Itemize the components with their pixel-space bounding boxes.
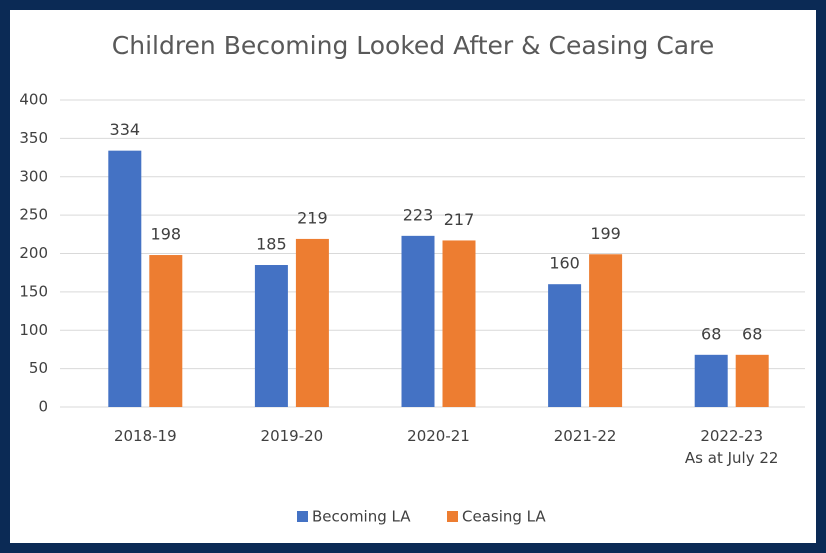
y-tick-label: 400 <box>19 91 48 109</box>
y-tick-label: 200 <box>19 244 48 262</box>
bar <box>735 354 769 407</box>
bar <box>548 284 582 407</box>
x-tick-label: 2021-22 <box>553 427 617 445</box>
legend-label: Ceasing LA <box>462 508 546 526</box>
bar <box>401 235 435 407</box>
y-tick-label: 150 <box>19 282 48 300</box>
y-tick-label: 250 <box>19 206 48 224</box>
legend-label: Becoming LA <box>312 508 411 526</box>
y-tick-label: 50 <box>29 359 48 377</box>
bar <box>589 254 623 407</box>
data-label: 185 <box>256 235 287 254</box>
x-tick-label: 2020-21 <box>407 427 470 445</box>
y-tick-label: 0 <box>38 398 48 416</box>
y-tick-label: 100 <box>19 321 48 339</box>
x-tick-label: 2019-20 <box>260 427 324 445</box>
data-label: 219 <box>297 208 328 227</box>
bar <box>295 238 329 407</box>
bar <box>149 255 183 407</box>
data-label: 217 <box>444 210 475 229</box>
data-label: 199 <box>590 224 621 243</box>
chart-title: Children Becoming Looked After & Ceasing… <box>112 31 714 60</box>
x-tick-label: 2022-23 As at July 22 <box>684 427 779 467</box>
bar <box>108 150 142 407</box>
x-tick-label: 2018-19 <box>113 427 177 445</box>
y-tick-label: 350 <box>19 129 48 147</box>
y-tick-label: 300 <box>19 167 48 185</box>
legend-swatch <box>447 511 458 522</box>
data-label: 68 <box>742 324 762 343</box>
data-label: 223 <box>403 205 434 224</box>
data-label: 68 <box>701 324 721 343</box>
data-label: 334 <box>110 120 141 139</box>
data-label: 160 <box>549 254 580 273</box>
data-label: 198 <box>151 225 182 244</box>
bar <box>694 354 728 407</box>
bar <box>442 240 476 407</box>
bar <box>254 265 288 407</box>
legend-swatch <box>297 511 308 522</box>
